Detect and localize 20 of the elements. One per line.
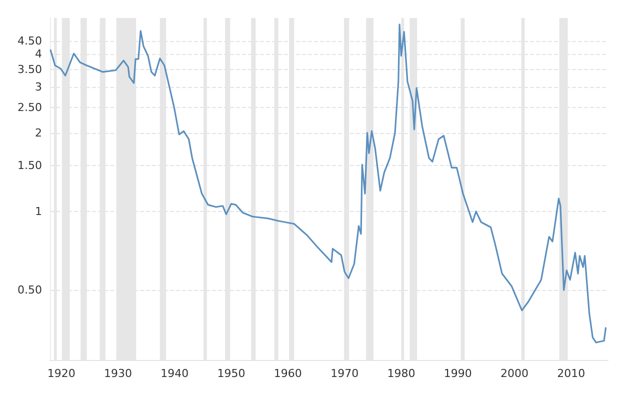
x-tick-label: 1990 [444, 367, 472, 380]
x-tick-label: 2010 [557, 367, 586, 380]
y-tick-label: 1 [35, 204, 42, 218]
y-tick-label: 3.50 [18, 62, 42, 76]
y-tick-label: 2 [35, 126, 42, 140]
x-tick-label: 1940 [160, 367, 189, 380]
x-tick-label: 2000 [500, 367, 529, 380]
y-tick-label: 3 [35, 80, 42, 94]
y-tick-label: 4 [35, 48, 42, 61]
line-series [50, 24, 607, 344]
y-tick-label: 0.50 [18, 284, 42, 297]
x-tick-label: 1950 [217, 367, 246, 380]
y-tick-label: 1.50 [18, 158, 42, 172]
y-tick-label: 2.50 [18, 100, 42, 114]
x-tick-label: 1970 [330, 367, 359, 380]
x-tick-label: 1920 [47, 367, 76, 380]
x-tick-label: 1980 [387, 367, 416, 380]
x-tick-label: 1930 [104, 367, 132, 380]
x-tick-label: 1960 [274, 367, 302, 380]
y-tick-label: 4.50 [18, 34, 42, 48]
